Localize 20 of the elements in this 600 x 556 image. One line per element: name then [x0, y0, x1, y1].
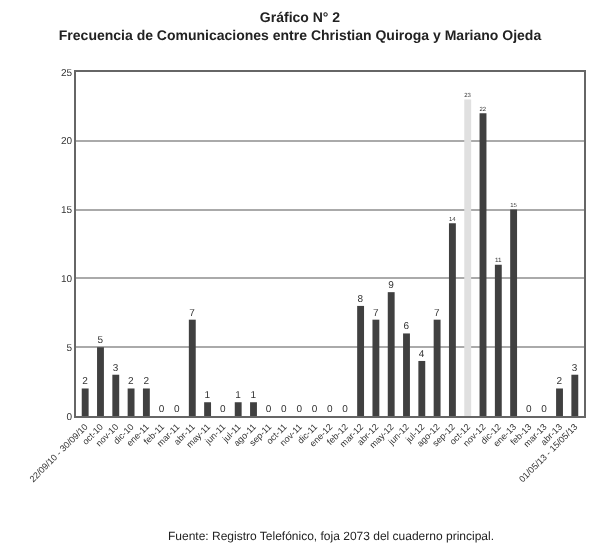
bar: [357, 305, 365, 416]
bar: [494, 264, 502, 416]
bar: [97, 347, 104, 416]
bar: [556, 388, 563, 416]
bar: [403, 333, 410, 416]
bar: [142, 388, 150, 416]
bar: [510, 209, 518, 416]
bar: [127, 388, 135, 416]
bar: [387, 292, 395, 416]
bar: [81, 388, 89, 416]
bar: [418, 360, 426, 416]
bar: [372, 319, 380, 416]
bar: [234, 402, 242, 416]
bar: [112, 374, 120, 416]
bar: [250, 402, 257, 416]
bar: [204, 402, 212, 416]
bar: [571, 374, 579, 416]
bar: [433, 319, 441, 416]
bar: [188, 319, 196, 416]
bar: [448, 223, 456, 416]
